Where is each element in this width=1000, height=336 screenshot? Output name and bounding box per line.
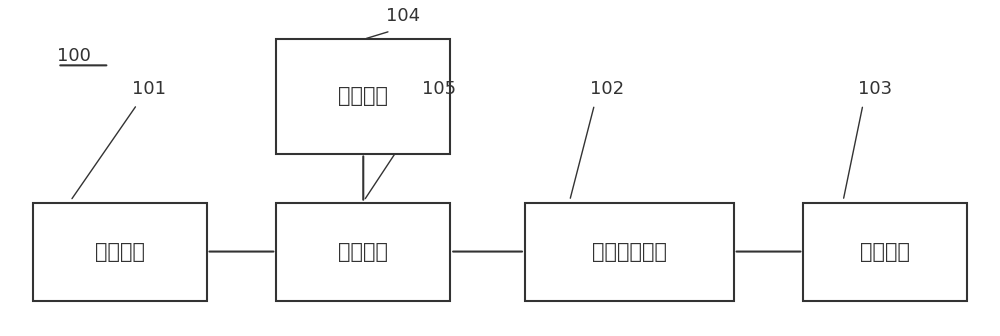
Text: 超声探测模块: 超声探测模块 [592,242,667,261]
Text: 101: 101 [132,80,166,98]
Text: 待测样品: 待测样品 [338,242,388,261]
Text: 温控模块: 温控模块 [338,86,388,107]
FancyBboxPatch shape [276,203,450,301]
FancyBboxPatch shape [276,39,450,154]
Text: 光源模块: 光源模块 [95,242,145,261]
Text: 103: 103 [858,80,892,98]
FancyBboxPatch shape [33,203,207,301]
FancyBboxPatch shape [803,203,967,301]
Text: 处理模块: 处理模块 [860,242,910,261]
FancyBboxPatch shape [525,203,734,301]
Text: 100: 100 [57,47,91,65]
Text: 105: 105 [422,80,457,98]
Text: 104: 104 [386,6,420,25]
Text: 102: 102 [590,80,624,98]
